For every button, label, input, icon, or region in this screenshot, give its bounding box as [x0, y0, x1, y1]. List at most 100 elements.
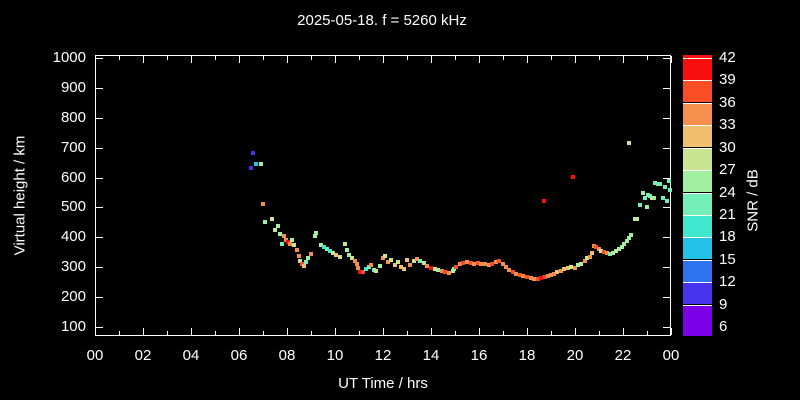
data-point	[645, 205, 649, 210]
data-point	[503, 265, 508, 270]
data-point	[582, 259, 587, 264]
x-tick	[191, 328, 192, 335]
colorbar-segment	[683, 170, 712, 192]
x-tick-top	[479, 56, 480, 63]
x-tick	[503, 331, 504, 335]
data-point	[301, 264, 306, 269]
data-point	[347, 253, 352, 258]
colorbar-tick-label: 24	[719, 184, 736, 201]
x-tick-top	[335, 56, 336, 63]
colorbar-tick-label: 39	[719, 71, 736, 88]
x-tick-top	[119, 56, 120, 60]
colorbar-segment	[683, 55, 712, 80]
data-point	[587, 255, 592, 260]
x-tick-top	[311, 56, 312, 60]
x-axis-label: UT Time / hrs	[338, 375, 428, 392]
x-tick	[575, 328, 576, 335]
data-point	[668, 187, 673, 192]
data-point	[457, 262, 462, 267]
data-point	[461, 261, 466, 266]
y-tick-right	[663, 297, 670, 298]
data-point	[282, 234, 287, 239]
data-point	[486, 263, 491, 268]
data-point	[258, 161, 263, 166]
x-tick-label: 22	[614, 347, 632, 364]
data-point	[507, 268, 511, 273]
data-point	[479, 262, 484, 267]
x-tick	[407, 331, 408, 335]
data-point	[280, 242, 285, 247]
x-tick	[647, 331, 648, 335]
y-tick-label: 400	[60, 228, 86, 245]
data-point	[539, 276, 544, 281]
data-point	[294, 248, 299, 253]
colorbar-segment	[683, 237, 712, 259]
colorbar-divider	[683, 282, 712, 283]
data-point	[298, 259, 303, 264]
x-tick-top	[551, 56, 552, 60]
data-point	[667, 179, 672, 184]
data-point	[658, 182, 663, 187]
x-tick-label: 02	[134, 347, 152, 364]
data-point	[549, 273, 553, 278]
data-point	[287, 242, 292, 247]
colorbar-tick-label: 36	[719, 94, 736, 111]
colorbar-tick-label: 30	[719, 139, 736, 156]
data-point	[627, 236, 631, 241]
data-point	[569, 265, 574, 270]
data-point	[327, 249, 332, 254]
colorbar-tick-label: 21	[719, 206, 736, 223]
data-point	[314, 231, 319, 236]
data-point	[358, 270, 363, 275]
data-point	[653, 180, 658, 185]
data-point	[355, 266, 360, 271]
data-point	[432, 267, 437, 272]
data-point	[277, 232, 282, 237]
colorbar-segment	[683, 260, 712, 282]
x-tick-top	[599, 56, 600, 60]
x-tick-top	[359, 56, 360, 60]
x-tick-label: 00	[86, 347, 104, 364]
y-tick	[96, 297, 103, 298]
x-tick-label: 20	[566, 347, 584, 364]
colorbar-divider	[683, 103, 712, 104]
data-point	[393, 263, 397, 268]
x-tick-top	[527, 56, 528, 63]
x-tick	[671, 328, 672, 335]
data-point	[330, 251, 335, 256]
x-tick	[95, 328, 96, 335]
x-tick-label: 00	[662, 347, 680, 364]
y-tick	[96, 207, 103, 208]
data-point	[342, 242, 347, 247]
colorbar-segment	[683, 193, 712, 215]
data-point	[591, 244, 596, 249]
data-point	[468, 261, 473, 266]
x-tick-top	[383, 56, 384, 63]
data-point	[493, 260, 498, 265]
x-tick-top	[287, 56, 288, 63]
data-point	[635, 217, 640, 222]
x-tick-label: 08	[278, 347, 296, 364]
data-point	[334, 253, 339, 258]
colorbar-segment	[683, 80, 712, 102]
x-tick-label: 04	[182, 347, 200, 364]
y-tick-label: 300	[60, 258, 86, 275]
data-point	[297, 254, 301, 259]
data-point	[402, 267, 407, 272]
data-point	[647, 194, 652, 199]
x-tick	[119, 331, 120, 335]
data-point	[619, 245, 624, 250]
data-point	[594, 245, 599, 250]
y-tick-right	[663, 207, 670, 208]
data-point	[273, 228, 277, 233]
data-point	[597, 247, 601, 252]
colorbar-tick-label: 33	[719, 116, 736, 133]
data-point	[425, 264, 430, 269]
x-tick	[431, 328, 432, 335]
data-point	[318, 243, 323, 248]
data-point	[665, 198, 670, 203]
data-point	[652, 195, 657, 200]
data-point	[337, 255, 342, 260]
data-point	[613, 249, 618, 254]
data-point	[575, 263, 580, 268]
